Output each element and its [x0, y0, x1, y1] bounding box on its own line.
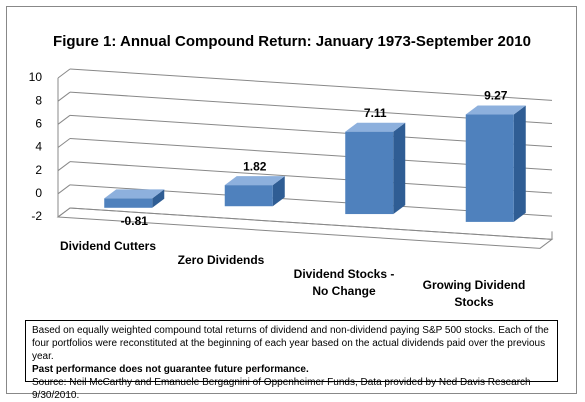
y-tick-label: 2	[35, 163, 42, 177]
bar-top	[465, 105, 526, 115]
grid-line	[69, 207, 553, 240]
frame	[6, 6, 577, 394]
grid-line	[57, 138, 71, 148]
bar-side	[393, 122, 406, 215]
note-bold: Past performance does not guarantee futu…	[32, 364, 309, 375]
bar-side	[272, 176, 285, 207]
x-tick-label: Growing Dividend Stocks	[422, 278, 526, 309]
grid-line	[57, 68, 71, 79]
bar-top	[104, 189, 165, 199]
value-label: 7.11	[364, 106, 387, 120]
note-box: Based on equally weighted compound total…	[25, 320, 558, 401]
value-label: -0.81	[121, 214, 149, 228]
bar	[224, 185, 273, 207]
y-tick-label: 10	[29, 70, 43, 84]
y-tick-label: 8	[35, 93, 42, 107]
x-tick-label: Dividend Stocks - No Change	[293, 267, 395, 298]
bar-top	[224, 176, 285, 186]
y-tick-label: 0	[35, 186, 42, 200]
y-tick-label: 4	[35, 140, 42, 154]
x-tick-label: Zero Dividends	[177, 253, 265, 267]
grid-line	[57, 207, 71, 218]
grid-line	[57, 91, 71, 102]
bar	[104, 198, 153, 208]
grid-line	[57, 184, 71, 195]
grid-line	[57, 161, 71, 172]
chart-title: Figure 1: Annual Compound Return: Januar…	[53, 33, 531, 50]
bar	[345, 131, 394, 215]
bar-side	[152, 189, 165, 208]
grid-line	[57, 114, 71, 125]
x-tick-label: Dividend Cutters	[59, 239, 156, 253]
grid-line	[69, 68, 553, 101]
y-tick-label: 6	[35, 117, 42, 131]
value-label: 1.82	[243, 159, 267, 173]
bar	[465, 114, 514, 222]
bar-side	[513, 105, 526, 222]
value-label: 9.27	[484, 89, 508, 103]
bar-top	[345, 122, 406, 132]
y-tick-label: -2	[31, 209, 42, 223]
note-source: Source: Neil McCarthy and Emanuele Berga…	[32, 377, 531, 401]
note-text: Based on equally weighted compound total…	[32, 325, 549, 362]
